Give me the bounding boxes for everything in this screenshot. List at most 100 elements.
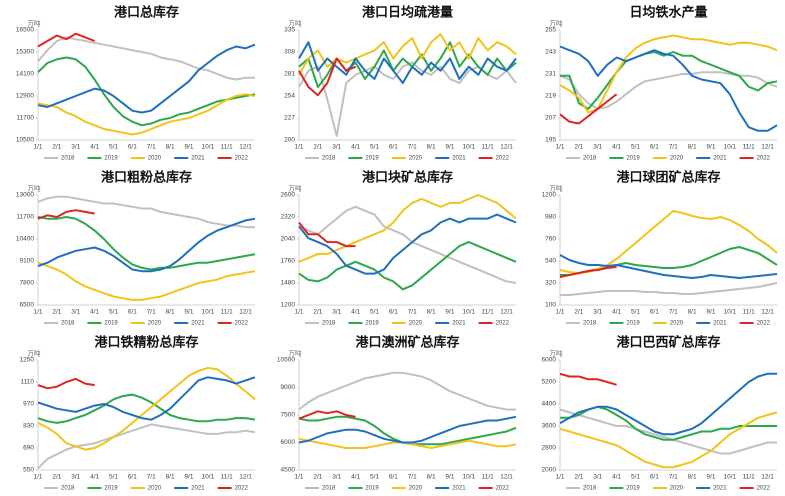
y-tick-label: 100 — [545, 302, 556, 309]
legend-label: 2021 — [452, 486, 466, 492]
series-line — [37, 217, 256, 273]
y-tick-label: 5200 — [542, 379, 557, 386]
x-tick-label: 11/1 — [482, 144, 495, 151]
legend-label: 2020 — [670, 486, 684, 492]
x-tick-label: 12/1 — [761, 474, 774, 481]
legend-label: 2022 — [757, 156, 771, 162]
x-tick-label: 3/1 — [593, 309, 602, 316]
legend-label: 2019 — [365, 486, 379, 492]
series-line — [559, 411, 778, 469]
legend-label: 2018 — [61, 486, 75, 492]
x-tick-label: 9/1 — [706, 309, 715, 316]
y-tick-label: 4500 — [281, 467, 296, 474]
legend-label: 2018 — [322, 486, 336, 492]
x-tick-label: 1/1 — [294, 474, 303, 481]
x-tick-label: 10/1 — [462, 309, 475, 316]
legend-label: 2020 — [409, 321, 423, 327]
series-line — [559, 45, 778, 132]
y-tick-label: 11700 — [16, 214, 34, 221]
x-tick-label: 12/1 — [761, 144, 774, 151]
legend-label: 2018 — [583, 156, 597, 162]
legend-label: 2022 — [496, 486, 510, 492]
x-tick-label: 11/1 — [743, 309, 756, 316]
x-tick-label: 6/1 — [128, 474, 137, 481]
x-tick-label: 9/1 — [706, 144, 715, 151]
x-tick-label: 11/1 — [482, 309, 495, 316]
x-tick-label: 3/1 — [71, 144, 80, 151]
y-unit: 万吨 — [28, 184, 42, 193]
series-line — [37, 195, 255, 229]
y-tick-label: 12900 — [16, 93, 34, 100]
y-tick-label: 2800 — [542, 445, 557, 452]
series-line — [559, 71, 778, 110]
series-line — [298, 371, 516, 411]
y-tick-label: 1200 — [542, 192, 557, 199]
x-tick-label: 6/1 — [650, 474, 659, 481]
x-tick-label: 1/1 — [33, 309, 42, 316]
series-line — [37, 216, 256, 271]
y-tick-label: 10500 — [277, 357, 295, 364]
legend-label: 2020 — [409, 486, 423, 492]
y-tick-label: 243 — [545, 49, 556, 56]
x-tick-label: 9/1 — [706, 474, 715, 481]
series-line — [559, 34, 778, 114]
series-line — [298, 241, 517, 291]
x-tick-label: 11/1 — [743, 144, 756, 151]
series-line — [37, 377, 95, 390]
series-line — [559, 408, 777, 455]
x-tick-label: 12/1 — [500, 309, 513, 316]
y-tick-label: 2600 — [281, 192, 296, 199]
x-tick-label: 8/1 — [688, 474, 697, 481]
x-tick-label: 8/1 — [166, 144, 175, 151]
x-tick-label: 5/1 — [109, 309, 118, 316]
y-tick-label: 1250 — [20, 357, 35, 364]
x-tick-label: 12/1 — [239, 474, 252, 481]
y-unit: 万吨 — [550, 349, 564, 358]
series-line — [298, 410, 356, 420]
x-tick-label: 9/1 — [445, 144, 454, 151]
y-tick-label: 1480 — [281, 280, 296, 287]
x-tick-label: 7/1 — [408, 474, 417, 481]
series-line — [37, 393, 256, 424]
x-tick-label: 11/1 — [221, 144, 234, 151]
x-tick-label: 12/1 — [500, 144, 513, 151]
x-tick-label: 9/1 — [184, 309, 193, 316]
legend-label: 2020 — [148, 156, 162, 162]
x-tick-label: 4/1 — [90, 309, 99, 316]
series-line — [37, 261, 256, 301]
y-tick-label: 9100 — [20, 258, 35, 265]
series-line — [298, 57, 356, 97]
y-tick-label: 231 — [545, 71, 556, 78]
x-tick-label: 6/1 — [389, 144, 398, 151]
x-tick-label: 7/1 — [669, 309, 678, 316]
y-tick-label: 13000 — [16, 192, 34, 199]
x-tick-label: 3/1 — [332, 144, 341, 151]
legend-label: 2021 — [713, 156, 727, 162]
x-tick-label: 4/1 — [612, 144, 621, 151]
x-tick-label: 2/1 — [574, 474, 583, 481]
series-line — [559, 372, 617, 386]
y-tick-label: 4400 — [542, 401, 557, 408]
chart-title: 港口块矿总库存 — [362, 169, 453, 184]
y-tick-label: 6000 — [542, 357, 557, 364]
y-tick-label: 690 — [23, 445, 34, 452]
y-tick-label: 195 — [545, 137, 556, 144]
legend-label: 2019 — [104, 321, 118, 327]
x-tick-label: 8/1 — [427, 474, 436, 481]
x-tick-label: 4/1 — [612, 474, 621, 481]
legend-label: 2019 — [626, 321, 640, 327]
x-tick-label: 8/1 — [427, 144, 436, 151]
y-tick-label: 830 — [23, 423, 34, 430]
x-tick-label: 10/1 — [201, 474, 214, 481]
x-tick-label: 12/1 — [239, 144, 252, 151]
series-line — [37, 32, 95, 48]
y-tick-label: 207 — [545, 115, 556, 122]
y-tick-label: 2000 — [542, 467, 557, 474]
series-line — [559, 254, 778, 279]
legend-label: 2022 — [235, 486, 249, 492]
legend-label: 2022 — [757, 486, 771, 492]
